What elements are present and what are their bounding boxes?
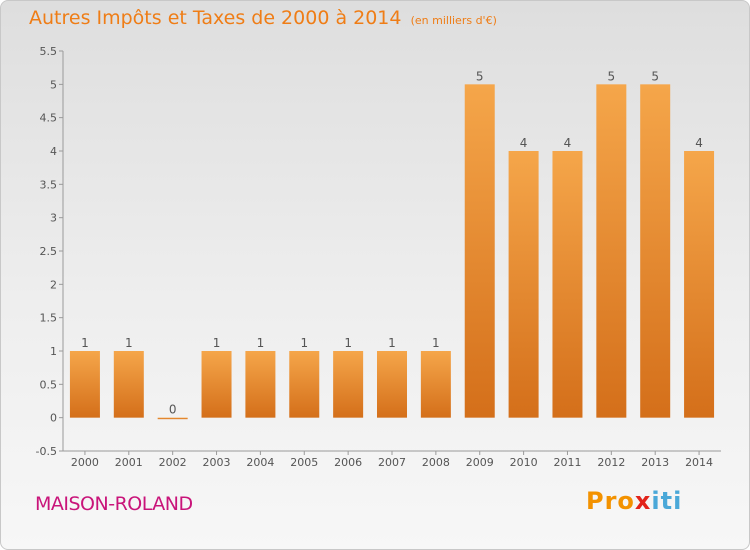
bar-value-label: 1 <box>213 336 221 350</box>
y-tick-label: 3 <box>50 212 57 225</box>
x-tick-label: 2001 <box>115 456 143 469</box>
bar-value-label: 5 <box>651 69 659 83</box>
bar-2011 <box>552 151 583 418</box>
y-tick-label: 5 <box>50 78 57 91</box>
bar-value-label: 0 <box>169 403 177 417</box>
bar-2014 <box>684 151 715 418</box>
x-tick-label: 2011 <box>553 456 581 469</box>
bar-value-label: 1 <box>257 336 265 350</box>
bar-value-label: 1 <box>300 336 308 350</box>
logo-part-2: iti <box>651 487 683 515</box>
logo-part-x: x <box>634 487 652 515</box>
bar-value-label: 1 <box>81 336 89 350</box>
y-tick-label: -0.5 <box>36 445 57 458</box>
bar-2012 <box>596 84 627 418</box>
x-tick-label: 2004 <box>246 456 274 469</box>
y-tick-label: 0 <box>50 412 57 425</box>
y-tick-label: 1 <box>50 345 57 358</box>
bar-2004 <box>245 351 276 418</box>
bar-2010 <box>508 151 539 418</box>
y-tick-label: 0.5 <box>40 378 58 391</box>
bar-2003 <box>201 351 232 418</box>
bar-value-label: 4 <box>564 136 572 150</box>
bar-value-label: 5 <box>608 69 616 83</box>
chart-unit: (en milliers d'€) <box>410 14 497 27</box>
y-tick-label: 2.5 <box>40 245 58 258</box>
bar-2002 <box>157 417 188 420</box>
bar-value-label: 1 <box>432 336 440 350</box>
bar-value-label: 4 <box>520 136 528 150</box>
x-tick-label: 2002 <box>159 456 187 469</box>
x-tick-label: 2007 <box>378 456 406 469</box>
y-tick-label: 4.5 <box>40 112 58 125</box>
bar-2009 <box>464 84 495 418</box>
chart-title-text: Autres Impôts et Taxes de 2000 à 2014 <box>29 7 402 29</box>
bar-value-label: 4 <box>695 136 703 150</box>
x-tick-label: 2005 <box>290 456 318 469</box>
bar-value-label: 1 <box>125 336 133 350</box>
x-tick-label: 2000 <box>71 456 99 469</box>
bar-2006 <box>333 351 364 418</box>
chart-title: Autres Impôts et Taxes de 2000 à 2014 (e… <box>29 7 497 29</box>
y-tick-label: 1.5 <box>40 312 58 325</box>
bar-2001 <box>113 351 144 418</box>
commune-name: MAISON-ROLAND <box>35 493 193 515</box>
proxiti-logo: Proxiti <box>586 487 682 515</box>
bar-2007 <box>377 351 407 418</box>
x-tick-label: 2006 <box>334 456 362 469</box>
x-tick-label: 2010 <box>510 456 538 469</box>
x-tick-label: 2008 <box>422 456 450 469</box>
bar-2008 <box>420 351 451 418</box>
x-tick-label: 2003 <box>203 456 231 469</box>
logo-part-1: Pro <box>586 487 635 515</box>
y-tick-label: 3.5 <box>40 178 58 191</box>
bar-value-label: 1 <box>388 336 396 350</box>
x-tick-label: 2009 <box>466 456 494 469</box>
x-tick-label: 2013 <box>641 456 669 469</box>
bar-2005 <box>289 351 320 418</box>
bar-value-label: 1 <box>344 336 352 350</box>
bar-2000 <box>69 351 100 418</box>
y-tick-label: 4 <box>50 145 57 158</box>
y-tick-label: 2 <box>50 278 57 291</box>
x-tick-label: 2012 <box>597 456 625 469</box>
bar-2013 <box>640 84 671 418</box>
y-tick-label: 5.5 <box>40 45 58 58</box>
x-tick-label: 2014 <box>685 456 713 469</box>
bar-value-label: 5 <box>476 69 484 83</box>
